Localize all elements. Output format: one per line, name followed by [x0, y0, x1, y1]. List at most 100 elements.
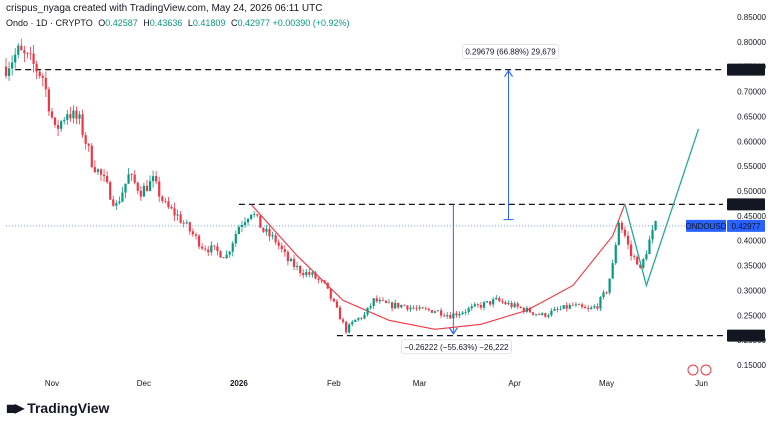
candle-body — [421, 307, 424, 309]
candle-body — [642, 259, 645, 268]
candle-body — [11, 62, 14, 69]
measure-down-label: −0.26222 (−55.63%) −26,222 — [401, 339, 512, 355]
candle-body — [109, 182, 112, 200]
symbol-tag-text: ONDOUSD — [686, 222, 727, 231]
candle-body — [531, 312, 535, 315]
candle-body — [565, 305, 568, 309]
y-tick-label: 0.65000 — [737, 112, 766, 121]
candle-body — [363, 314, 366, 319]
candle-body — [550, 310, 553, 316]
candle-body — [329, 288, 332, 299]
candle-body — [311, 272, 314, 275]
x-tick-label: Apr — [508, 379, 521, 388]
candle-body — [280, 245, 283, 250]
candle-body — [182, 222, 185, 224]
candle-body — [547, 315, 550, 317]
candle-body — [29, 53, 32, 55]
candle-body — [283, 249, 286, 253]
candle-body — [584, 306, 587, 309]
candle-body — [464, 311, 467, 313]
candle-body — [292, 258, 296, 267]
change-value: +0.00390 (+0.92%) — [272, 18, 350, 28]
candle-body — [614, 245, 617, 264]
candle-body — [476, 304, 479, 306]
candle-body — [50, 111, 54, 118]
candle-body — [302, 273, 305, 276]
candle-body — [654, 220, 657, 230]
candle-body — [633, 256, 636, 257]
candle-body — [201, 246, 204, 249]
x-tick-label: Nov — [45, 379, 59, 388]
candle-body — [528, 307, 532, 313]
candle-body — [14, 54, 17, 63]
candle-body — [403, 304, 406, 306]
candle-body — [246, 218, 250, 223]
candle-body — [164, 200, 167, 202]
candle-body — [485, 301, 489, 303]
candle-body — [501, 300, 504, 303]
candle-body — [580, 304, 584, 307]
candle-body — [433, 311, 437, 313]
candle-body — [397, 302, 400, 308]
candle-body — [53, 117, 57, 126]
candle-body — [357, 317, 360, 320]
candle-body — [93, 167, 96, 172]
y-tick-label: 0.35000 — [737, 262, 766, 271]
candle-body — [243, 222, 247, 226]
candle-body — [167, 201, 170, 208]
price-level-axis-text: 0.74407 — [732, 66, 761, 75]
candle-body — [587, 308, 590, 310]
candle-body — [69, 114, 72, 119]
candle-body — [145, 185, 149, 191]
candle-body — [424, 308, 427, 310]
candle-body — [369, 306, 372, 308]
x-tick-label: 2026 — [230, 379, 248, 388]
candle-body — [593, 306, 596, 308]
candle-body — [32, 53, 35, 65]
y-tick-label: 0.80000 — [737, 38, 766, 47]
candle-body — [571, 304, 574, 306]
candle-body — [378, 299, 381, 302]
candle-body — [213, 245, 216, 247]
price-level-axis-text: 0.20914 — [732, 332, 761, 341]
candle-body — [99, 169, 103, 175]
candle-body — [541, 313, 544, 315]
measure-down-label-text: −0.26222 (−55.63%) −26,222 — [404, 343, 509, 352]
candle-body — [176, 214, 179, 216]
candle-body — [611, 263, 614, 279]
candle-body — [415, 308, 418, 310]
chart-attribution: crispus_nyaga created with TradingView.c… — [6, 3, 323, 14]
candle-body — [102, 174, 106, 177]
candle-body — [461, 312, 464, 314]
candle-body — [323, 280, 326, 283]
candle-body — [268, 228, 271, 237]
candle-body — [553, 308, 556, 311]
measure-up-label: 0.29679 (66.88%) 29,679 — [462, 44, 559, 59]
x-tick-label: Mar — [413, 379, 427, 388]
y-tick-label: 0.45000 — [737, 212, 766, 221]
candle-body — [234, 234, 237, 244]
high-value: 0.43636 — [149, 18, 183, 28]
candle-body — [351, 322, 354, 325]
candle-body — [516, 303, 519, 307]
candle-body — [130, 174, 133, 176]
candle-body — [317, 278, 320, 280]
candle-body — [47, 89, 50, 112]
candle-body — [400, 304, 403, 308]
candle-body — [96, 169, 100, 172]
open-value: 0.42587 — [105, 18, 138, 28]
candle-body — [305, 271, 308, 276]
y-tick-label: 0.15000 — [737, 361, 766, 370]
candle-body — [295, 266, 299, 267]
candle-body — [75, 110, 78, 119]
y-tick-label: 0.25000 — [737, 311, 766, 320]
candle-body — [525, 307, 528, 312]
candle-body — [262, 227, 265, 232]
candle-body — [559, 308, 562, 310]
candle-body — [237, 226, 240, 235]
candle-body — [308, 271, 311, 275]
candle-body — [121, 192, 124, 202]
current-price-box — [727, 219, 765, 232]
y-tick-label: 0.40000 — [737, 237, 766, 246]
